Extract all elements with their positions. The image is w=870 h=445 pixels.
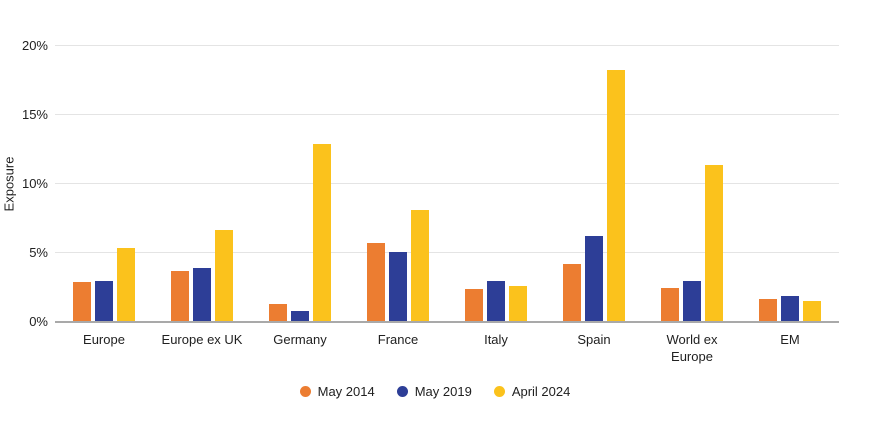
- x-label-europe-ex-uk: Europe ex UK: [153, 331, 251, 365]
- bar-group-germany: [251, 46, 349, 322]
- bar-may-2019-em: [781, 295, 799, 322]
- y-tick-label-5pct: 5%: [29, 245, 48, 260]
- x-label-text: EM: [780, 332, 800, 347]
- bar-group-france: [349, 46, 447, 322]
- x-label-world-ex-europe: World ex Europe: [643, 331, 741, 365]
- bar-april-2024-germany: [313, 144, 331, 322]
- x-label-spain: Spain: [545, 331, 643, 365]
- bar-group-italy: [447, 46, 545, 322]
- legend-item-may-2014: May 2014: [299, 384, 375, 399]
- y-tick-label-20pct: 20%: [21, 38, 48, 53]
- x-label-france: France: [349, 331, 447, 365]
- bar-groups: [55, 46, 839, 322]
- legend-item-april-2024: April 2024: [493, 384, 571, 399]
- bar-may-2014-france: [367, 243, 385, 322]
- x-label-italy: Italy: [447, 331, 545, 365]
- bar-may-2014-europe-ex-uk: [171, 270, 189, 322]
- gridline-5pct: [55, 252, 839, 253]
- bar-may-2019-germany: [291, 311, 309, 322]
- legend-dot-icon: [299, 386, 311, 397]
- bar-april-2024-spain: [607, 69, 625, 322]
- bar-may-2019-europe: [95, 280, 113, 322]
- bar-group-spain: [545, 46, 643, 322]
- bar-may-2019-europe-ex-uk: [193, 268, 211, 322]
- bar-april-2024-em: [803, 301, 821, 322]
- y-tick-label-0pct: 0%: [29, 314, 48, 329]
- x-label-germany: Germany: [251, 331, 349, 365]
- x-label-text: Germany: [273, 332, 327, 347]
- gridline-15pct: [55, 114, 839, 115]
- gridline-20pct: [55, 45, 839, 46]
- x-label-text: World ex Europe: [666, 332, 718, 364]
- x-label-text: Europe: [83, 332, 125, 347]
- x-label-europe: Europe: [55, 331, 153, 365]
- y-tick-label-10pct: 10%: [21, 176, 48, 191]
- bar-may-2019-france: [389, 251, 407, 322]
- bar-april-2024-europe: [117, 247, 135, 322]
- x-label-text: Italy: [484, 332, 508, 347]
- bar-may-2014-germany: [269, 304, 287, 322]
- bar-may-2014-italy: [465, 288, 483, 322]
- bar-may-2019-world-ex-europe: [683, 280, 701, 322]
- bar-group-world-ex-europe: [643, 46, 741, 322]
- bar-may-2014-spain: [563, 264, 581, 322]
- y-tick-label-15pct: 15%: [21, 107, 48, 122]
- x-label-text: Spain: [577, 332, 611, 347]
- x-axis-category-labels: Europe Europe ex UK Germany France Italy Spai…: [55, 331, 839, 365]
- bar-group-europe-ex-uk: [153, 46, 251, 322]
- bar-may-2014-em: [759, 298, 777, 322]
- legend: May 2014 May 2019 April 2024: [0, 384, 870, 399]
- bar-group-europe: [55, 46, 153, 322]
- bar-group-em: [741, 46, 839, 322]
- legend-dot-icon: [396, 386, 408, 397]
- legend-dot-icon: [493, 386, 505, 397]
- legend-item-may-2019: May 2019: [396, 384, 472, 399]
- gridline-10pct: [55, 183, 839, 184]
- legend-label: April 2024: [511, 384, 571, 399]
- legend-label: May 2014: [317, 384, 375, 399]
- x-label-text: Europe ex UK: [161, 332, 243, 347]
- legend-label: May 2019: [414, 384, 472, 399]
- plot-area: [55, 45, 839, 323]
- bar-may-2019-spain: [585, 236, 603, 322]
- bar-may-2014-europe: [73, 282, 91, 322]
- bar-april-2024-italy: [509, 286, 527, 322]
- x-axis-line: [55, 321, 839, 323]
- bar-april-2024-world-ex-europe: [705, 164, 723, 322]
- bar-may-2014-world-ex-europe: [661, 287, 679, 322]
- bar-may-2019-italy: [487, 280, 505, 322]
- x-label-em: EM: [741, 331, 839, 365]
- bar-april-2024-france: [411, 210, 429, 322]
- x-label-text: France: [377, 332, 419, 347]
- bar-april-2024-europe-ex-uk: [215, 229, 233, 322]
